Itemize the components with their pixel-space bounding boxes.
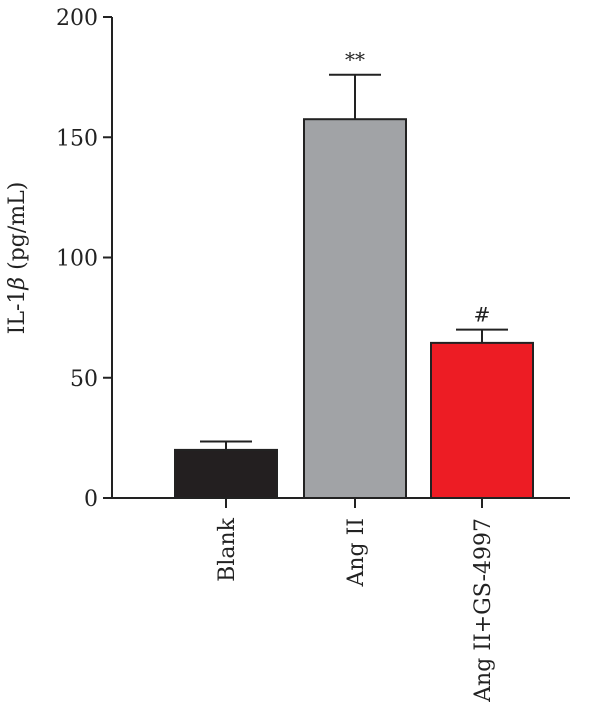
x-tick-label: Ang II+GS-4997 — [471, 518, 496, 703]
labels: 0 50 100 150 200 Blank Ang II ** Ang II+GS-4997 # — [56, 6, 496, 703]
x-tick-label: Ang II — [344, 518, 369, 588]
y-tick-label: 150 — [56, 126, 98, 151]
bars — [174, 73, 534, 500]
bar — [174, 448, 278, 499]
significance-label: # — [474, 303, 491, 327]
y-tick-label: 0 — [84, 487, 98, 512]
x-tick-label: Blank — [215, 517, 240, 581]
y-tick-label: 200 — [56, 6, 98, 31]
y-tick-label: 100 — [56, 247, 98, 272]
bar — [303, 118, 407, 500]
significance-label: ** — [345, 48, 365, 72]
bar — [430, 341, 534, 499]
y-tick-label: 50 — [70, 367, 98, 392]
y-axis-title: IL-1β (pg/mL) — [5, 182, 30, 335]
